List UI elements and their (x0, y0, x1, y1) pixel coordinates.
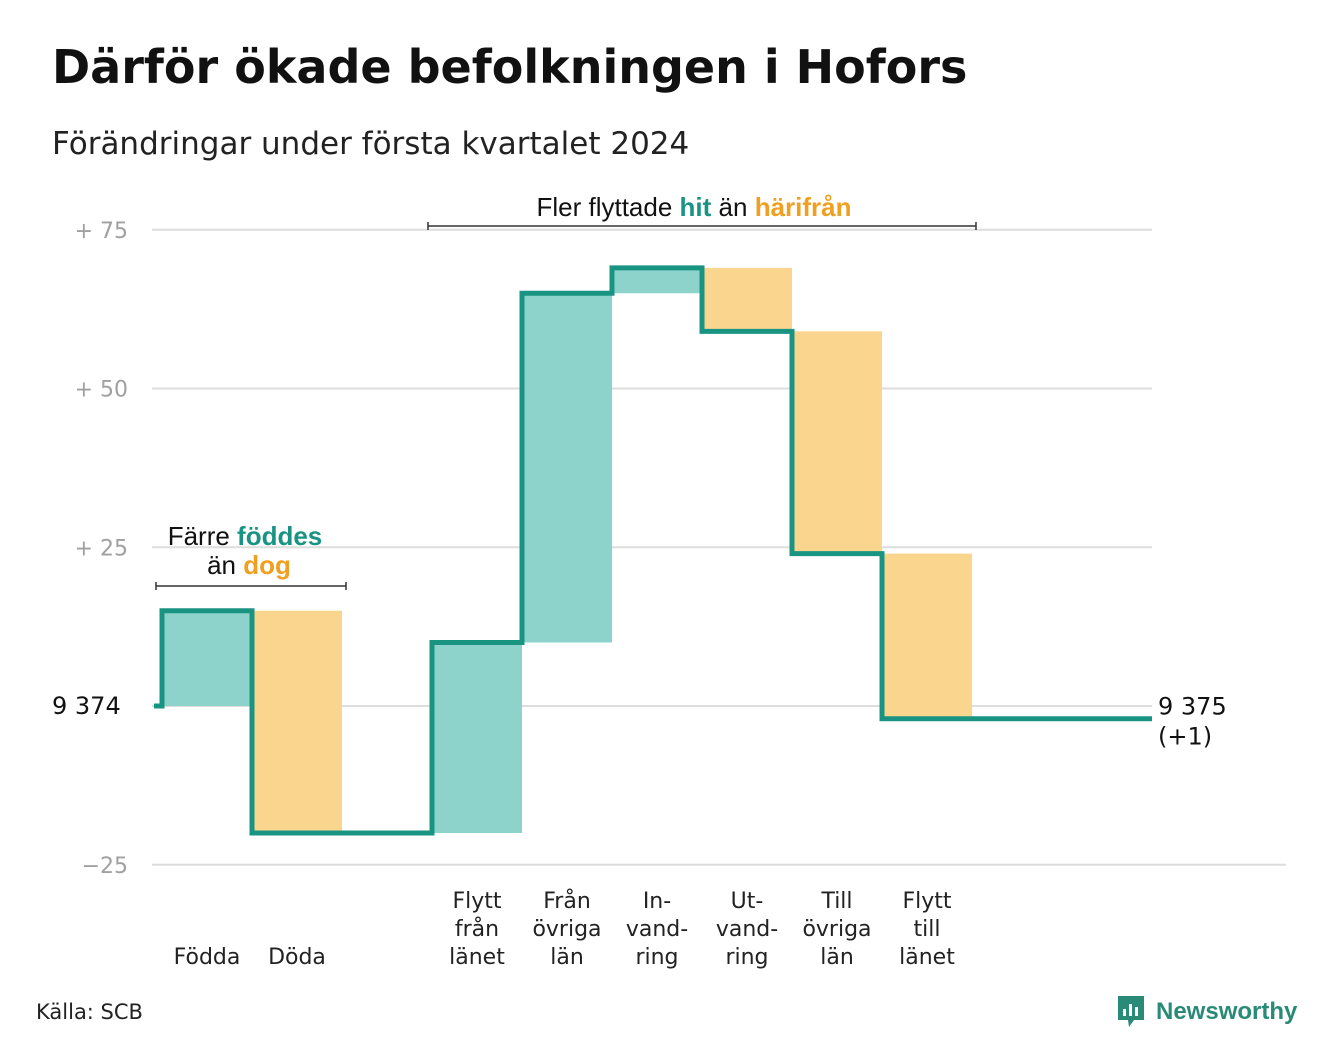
x-tick-label: ring (635, 945, 678, 970)
y-tick-label: −25 (82, 854, 128, 879)
chart-title: Därför ökade befolkningen i Hofors (52, 40, 968, 94)
x-tick-label: Ut- (731, 889, 764, 914)
x-tick-label: Födda (174, 945, 241, 970)
waterfall-bar (522, 293, 612, 643)
x-tick-label: länet (449, 945, 505, 970)
x-tick-label: Från (543, 888, 591, 914)
start-value-label: 9 374 (52, 692, 121, 720)
x-tick-label: Till (820, 889, 852, 914)
x-tick-label: till (914, 917, 941, 942)
x-tick-label: ring (725, 945, 768, 970)
y-tick-label: + 75 (75, 219, 128, 244)
annotation-migration: Fler flyttade hit än härifrån (536, 192, 851, 222)
newsworthy-logo-icon (1118, 996, 1144, 1027)
waterfall-chart: −25 + 25 + 50 + 75 9 374 9 375(+1) Födda Döda Fl… (52, 192, 1286, 970)
waterfall-bar (252, 610, 342, 833)
x-tick-label: län (820, 945, 854, 970)
x-tick-label: övriga (532, 917, 601, 942)
brand-name: Newsworthy (1156, 998, 1298, 1025)
source-note: Källa: SCB (36, 1000, 143, 1024)
x-tick-label: vand- (716, 917, 778, 942)
annotation-births-deaths-line1: Färre föddes (168, 521, 323, 551)
x-tick-label: vand- (626, 917, 688, 942)
x-tick-label: Flytt (452, 889, 501, 914)
y-tick-label: + 25 (75, 536, 128, 561)
waterfall-bar (162, 610, 252, 706)
annotation-births-deaths-line2: än dog (207, 550, 291, 580)
end-value-label: 9 375 (1158, 693, 1227, 721)
brand-logo: Newsworthy (1116, 994, 1297, 1030)
waterfall-bar (882, 553, 972, 719)
waterfall-bar (702, 267, 792, 332)
waterfall-bar (792, 331, 882, 554)
x-tick-label: län (550, 945, 584, 970)
x-tick-label: In- (643, 889, 671, 914)
x-tick-label: övriga (802, 917, 871, 942)
waterfall-bar (612, 267, 702, 294)
y-tick-label: + 50 (75, 378, 128, 403)
cumulative-line (154, 265, 1152, 836)
x-tick-label: Döda (268, 945, 326, 970)
x-tick-label: Flytt (902, 889, 951, 914)
chart-subtitle: Förändringar under första kvartalet 2024 (52, 126, 690, 162)
end-change-label: (+1) (1158, 723, 1212, 751)
waterfall-bar (432, 642, 522, 833)
x-tick-label: från (455, 916, 499, 942)
x-tick-label: länet (899, 945, 955, 970)
